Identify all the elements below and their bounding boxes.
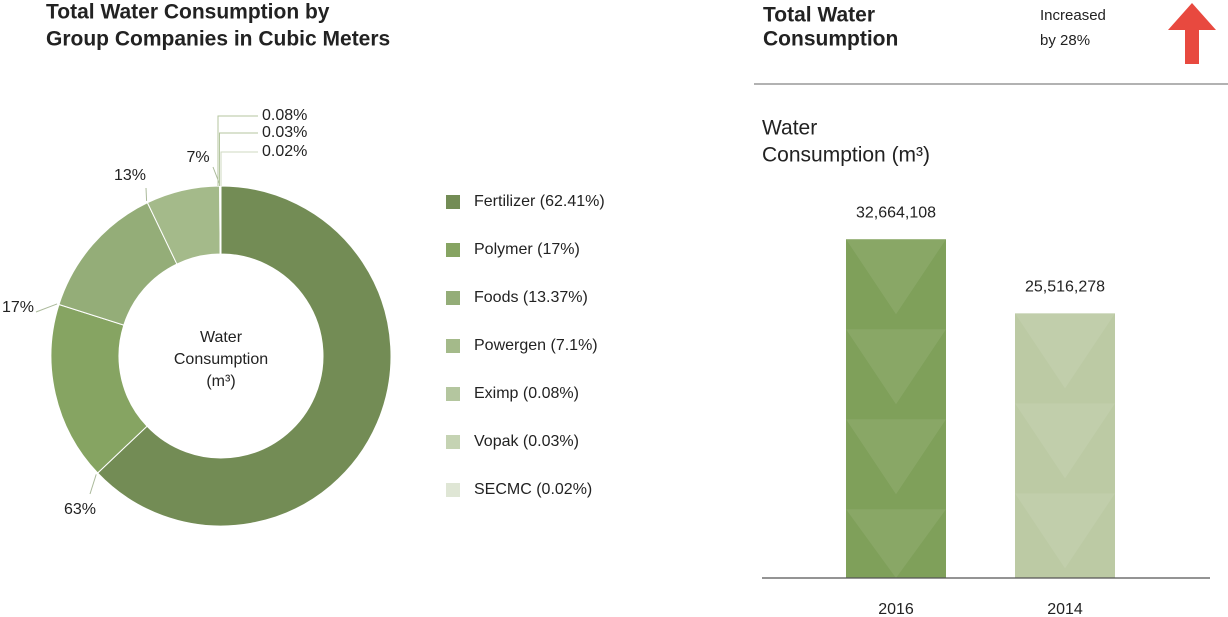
bar: [1015, 313, 1115, 578]
data-label: 0.08%: [262, 107, 307, 124]
data-label: 63%: [64, 501, 96, 518]
headline: Consumption: [763, 28, 898, 51]
data-label: 13%: [114, 167, 146, 184]
legend-swatch: [446, 291, 460, 305]
legend-label: Vopak (0.03%): [474, 433, 579, 450]
leader-line: [212, 166, 221, 185]
leader-line: [219, 132, 258, 186]
bar-texture: [846, 329, 946, 405]
data-label: 25,516,278: [1025, 279, 1105, 296]
up-arrow: [1168, 3, 1216, 64]
legend-swatch: [446, 483, 460, 497]
change-label: Increased: [1040, 7, 1106, 24]
legend-swatch: [446, 195, 460, 209]
bar-texture: [1015, 403, 1115, 479]
donut-title: Total Water Consumption by: [46, 1, 330, 24]
legend-label: Fertilizer (62.41%): [474, 193, 605, 210]
legend-swatch: [446, 387, 460, 401]
leader-line: [35, 303, 58, 313]
bar-title: Consumption (m³): [762, 144, 930, 167]
data-label: 32,664,108: [856, 204, 936, 221]
legend-label: Powergen (7.1%): [474, 337, 598, 354]
bar-texture: [846, 509, 946, 578]
legend-label: Polymer (17%): [474, 241, 580, 258]
legend-swatch: [446, 243, 460, 257]
change-label: by 28%: [1040, 32, 1090, 49]
legend-swatch: [446, 339, 460, 353]
donut-slice: [96, 185, 392, 527]
legend-label: Foods (13.37%): [474, 289, 588, 306]
bar-texture: [846, 239, 946, 315]
data-label: 17%: [2, 299, 34, 316]
legend-label: SECMC (0.02%): [474, 481, 592, 498]
donut-title: Group Companies in Cubic Meters: [46, 28, 390, 51]
x-tick-label: 2016: [878, 601, 914, 617]
bar-texture: [846, 419, 946, 495]
center-label: Consumption: [174, 351, 268, 368]
data-label: 0.03%: [262, 124, 307, 141]
bar-texture: [1015, 493, 1115, 569]
bar: [846, 239, 946, 578]
leader-line: [220, 151, 258, 186]
data-label: 7%: [186, 149, 209, 166]
bar-title: Water: [762, 117, 817, 140]
leader-line: [89, 474, 97, 495]
leader-line: [145, 187, 148, 201]
legend-label: Eximp (0.08%): [474, 385, 579, 402]
data-label: 0.02%: [262, 143, 307, 160]
x-tick-label: 2014: [1047, 601, 1083, 617]
leader-line: [217, 115, 258, 186]
center-label: Water: [200, 329, 243, 346]
bar-texture: [1015, 313, 1115, 389]
legend-swatch: [446, 435, 460, 449]
headline: Total Water: [763, 4, 875, 27]
center-label: (m³): [206, 373, 235, 390]
